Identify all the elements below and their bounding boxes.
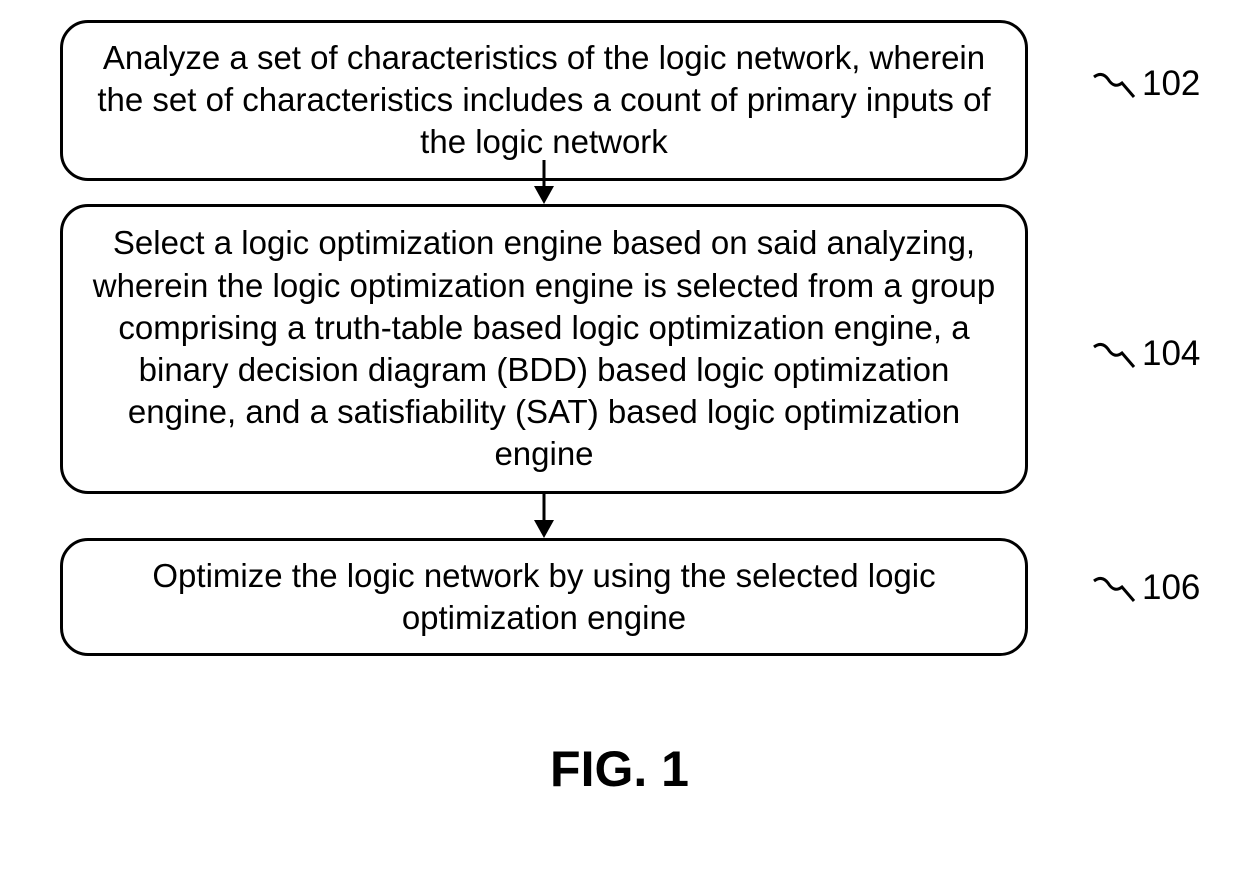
flow-step-3: Optimize the logic network by using the … [60,538,1028,656]
squiggle-icon [1092,339,1136,369]
arrow-down-icon [524,494,564,538]
flow-step-2: Select a logic optimization engine based… [60,204,1028,494]
squiggle-icon [1092,573,1136,603]
flow-step-1-text: Analyze a set of characteristics of the … [87,37,1001,164]
ref-label-3: 106 [1142,568,1200,608]
flow-step-3-text: Optimize the logic network by using the … [87,555,1001,639]
arrow-1 [60,160,1028,204]
figure-caption: FIG. 1 [0,740,1239,798]
ref-label-2: 104 [1142,334,1200,374]
arrow-2 [60,494,1028,538]
ref-label-2-container: 104 [1092,334,1200,374]
flow-step-1: Analyze a set of characteristics of the … [60,20,1028,181]
arrow-down-icon [524,160,564,204]
ref-label-1-container: 102 [1092,64,1200,104]
squiggle-icon [1092,69,1136,99]
ref-label-1: 102 [1142,64,1200,104]
flow-step-2-text: Select a logic optimization engine based… [87,222,1001,475]
ref-label-3-container: 106 [1092,568,1200,608]
